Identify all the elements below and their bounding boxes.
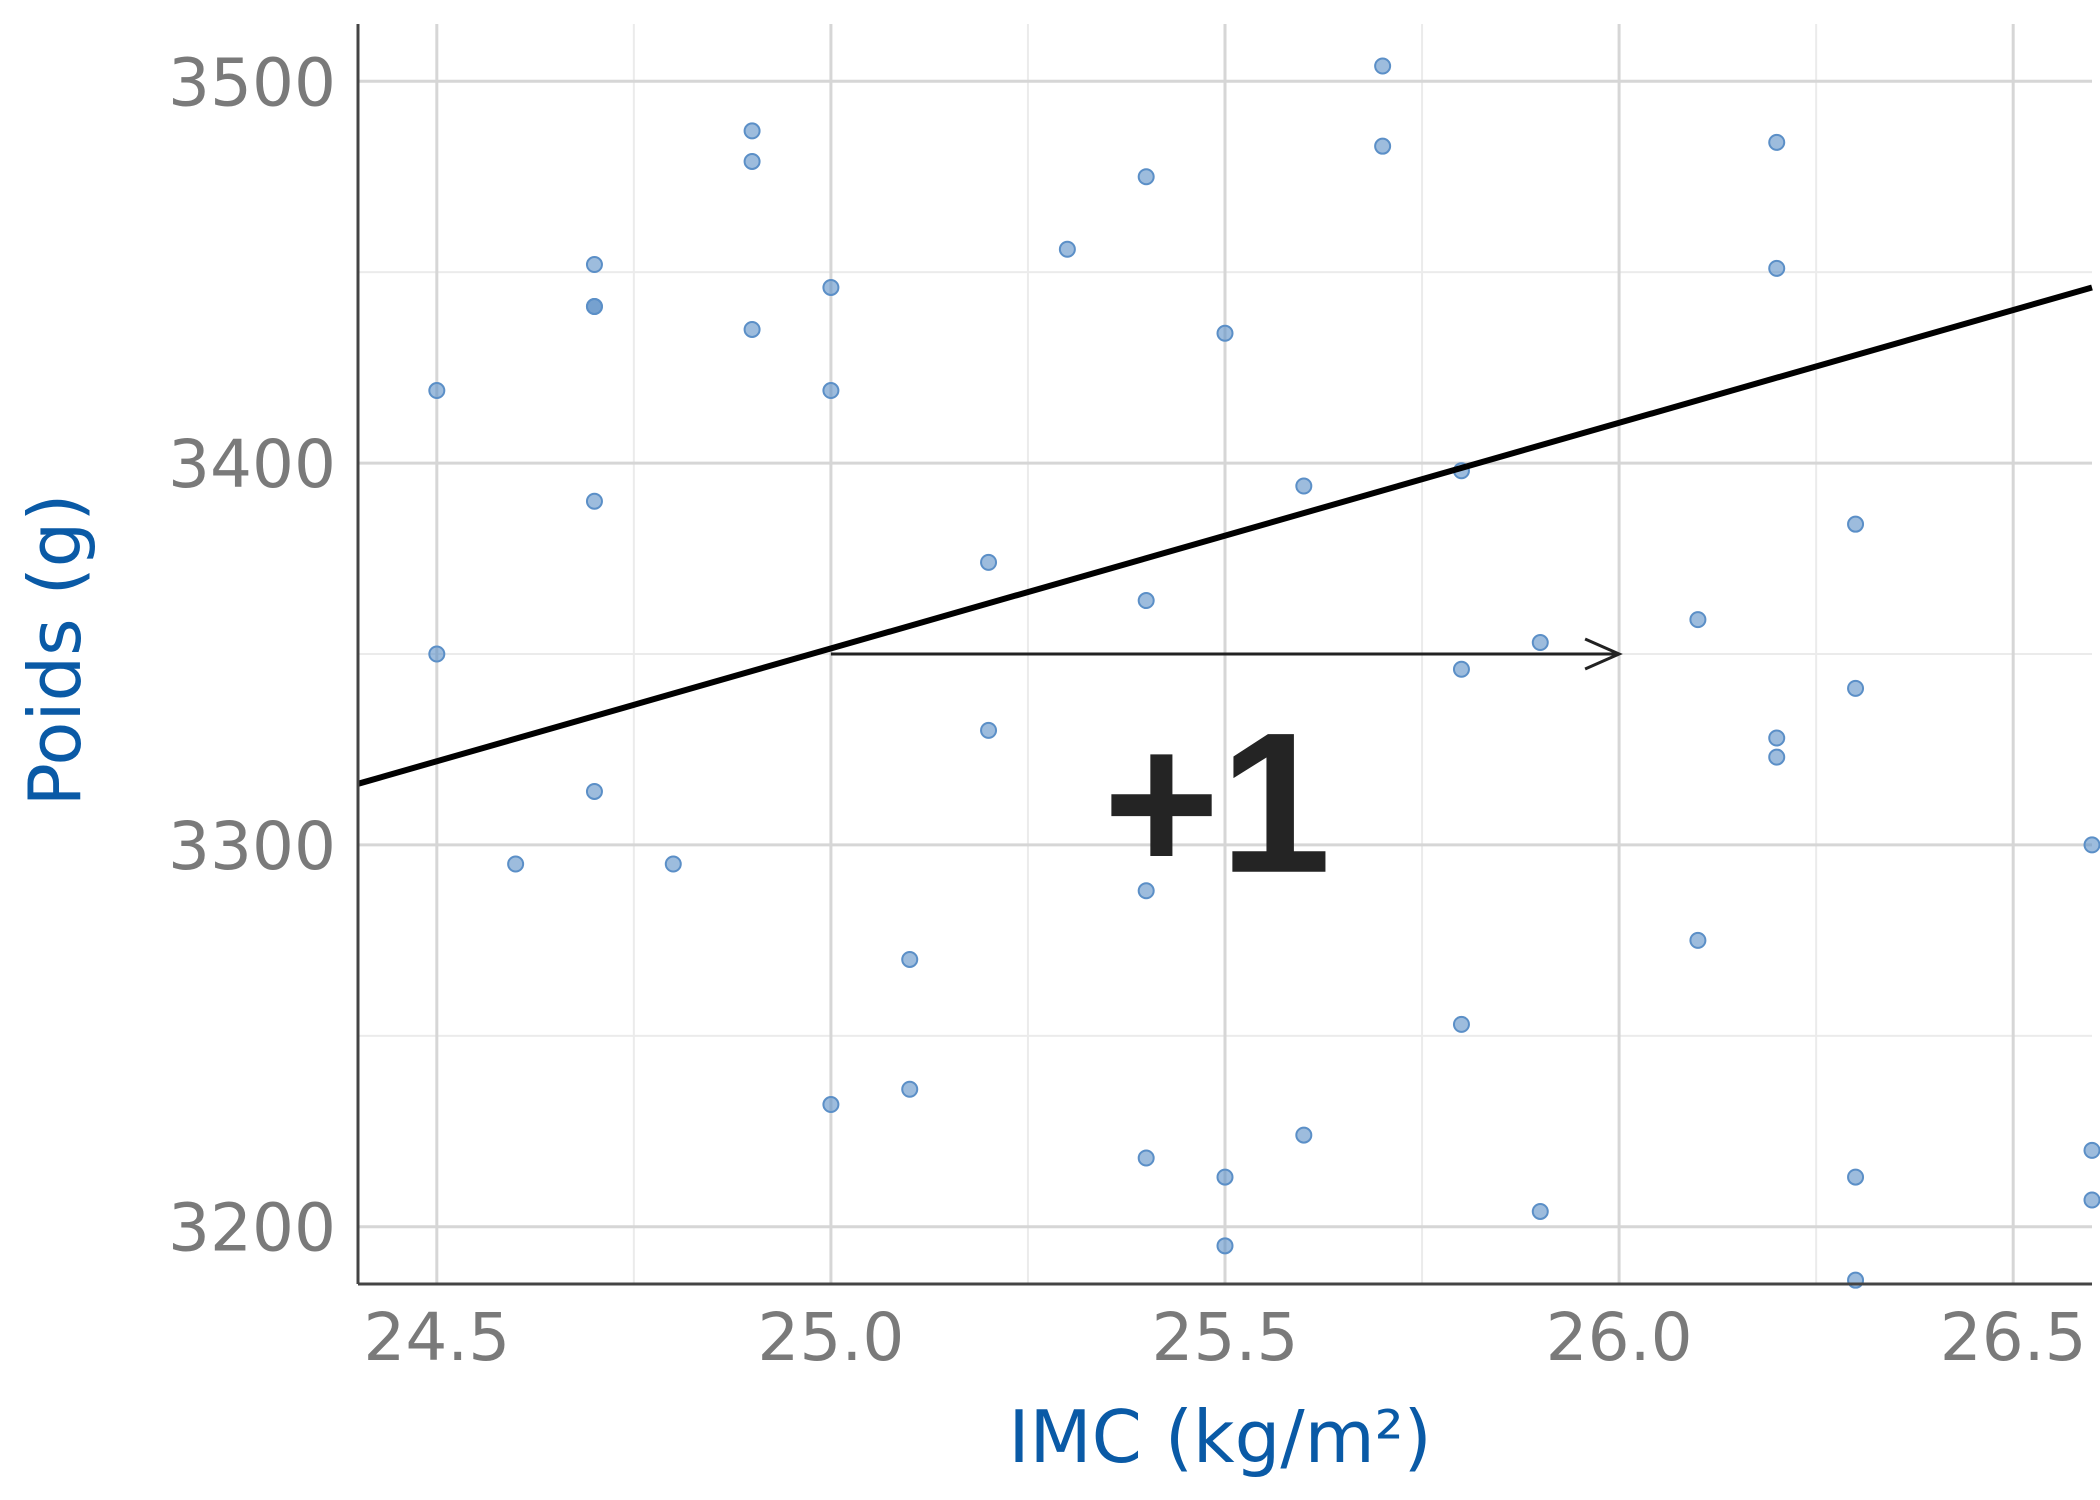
arrow-group <box>830 637 1623 671</box>
data-point <box>822 278 840 296</box>
x-tick-label: 25.5 <box>1152 1299 1299 1376</box>
arrow-head <box>1584 637 1623 671</box>
regression-line <box>357 284 2093 787</box>
data-point <box>428 645 446 663</box>
major-gridlines <box>358 24 2092 1284</box>
data-point <box>1847 515 1865 533</box>
data-point <box>664 855 682 873</box>
x-tick-label: 25.0 <box>757 1299 904 1376</box>
y-axis-title: Poids (g) <box>13 494 97 807</box>
data-point <box>743 320 761 338</box>
data-point <box>1768 259 1786 277</box>
axes <box>356 24 2092 1286</box>
x-axis-title: IMC (kg/m²) <box>1008 1395 1431 1479</box>
data-point <box>1531 1202 1549 1220</box>
data-point <box>1216 1237 1234 1255</box>
data-point <box>1531 634 1549 652</box>
data-point <box>1768 748 1786 766</box>
data-point <box>585 492 603 510</box>
data-point <box>822 382 840 400</box>
data-point <box>1137 168 1155 186</box>
data-point <box>585 298 603 316</box>
x-tick-label: 24.5 <box>363 1299 510 1376</box>
data-point <box>1374 137 1392 155</box>
y-tick-label: 3400 <box>168 426 336 503</box>
data-point <box>1137 882 1155 900</box>
data-point <box>1137 592 1155 610</box>
data-point <box>1452 1015 1470 1033</box>
data-point <box>1847 1168 1865 1186</box>
y-tick-labels: 3200 3300 3400 3500 <box>168 44 336 1266</box>
x-tick-labels: 24.5 25.0 25.5 26.0 26.5 <box>363 1299 2086 1376</box>
data-point <box>2083 1191 2100 1209</box>
data-point <box>1768 133 1786 151</box>
data-point <box>1058 240 1076 258</box>
data-point <box>743 152 761 170</box>
data-point <box>1689 611 1707 629</box>
data-point <box>980 721 998 739</box>
data-point <box>585 256 603 274</box>
data-point <box>428 382 446 400</box>
data-point <box>585 782 603 800</box>
data-point <box>980 553 998 571</box>
data-point <box>1689 931 1707 949</box>
y-tick-label: 3500 <box>168 44 336 121</box>
data-point <box>2083 836 2100 854</box>
data-point <box>1768 729 1786 747</box>
data-point <box>1295 1126 1313 1144</box>
data-points <box>428 57 2100 1289</box>
data-point <box>1295 477 1313 495</box>
y-tick-label: 3300 <box>168 808 336 885</box>
regression-line-group <box>357 284 2093 787</box>
data-point <box>1847 679 1865 697</box>
y-tick-label: 3200 <box>168 1190 336 1267</box>
data-point <box>1137 1149 1155 1167</box>
x-tick-label: 26.5 <box>1940 1299 2087 1376</box>
data-point <box>1216 324 1234 342</box>
x-tick-label: 26.0 <box>1546 1299 1693 1376</box>
data-point <box>901 1080 919 1098</box>
data-point <box>901 950 919 968</box>
data-point <box>743 122 761 140</box>
data-point <box>822 1096 840 1114</box>
data-point <box>1452 660 1470 678</box>
data-point <box>1216 1168 1234 1186</box>
data-point <box>2083 1141 2100 1159</box>
data-point <box>507 855 525 873</box>
data-point <box>1374 57 1392 75</box>
annotation-plus-one: +1 <box>1103 692 1331 915</box>
